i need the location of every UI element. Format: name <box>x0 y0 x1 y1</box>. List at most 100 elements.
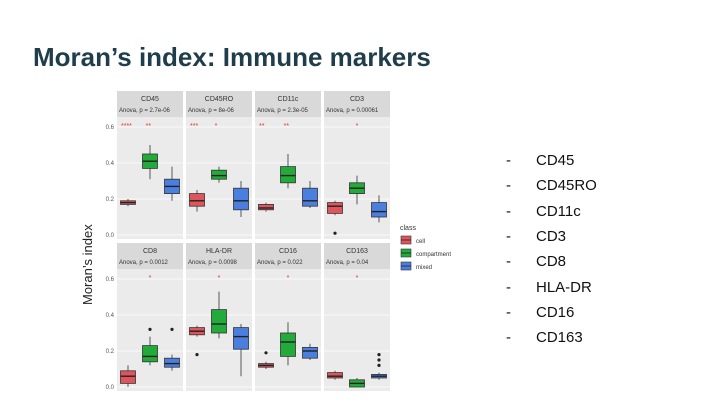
box-mixed <box>233 187 249 211</box>
box-compartment <box>211 169 227 180</box>
box-compartment <box>211 309 227 334</box>
marker-item: - CD163 <box>500 325 597 350</box>
significance-stars: * <box>215 123 218 130</box>
box-cell <box>120 370 136 384</box>
facet-title: CD163 <box>346 248 368 255</box>
box-cell <box>258 204 274 211</box>
facet-strip <box>324 243 390 269</box>
bullet-dash: - <box>506 228 511 246</box>
marker-item: - CD3 <box>500 224 597 249</box>
y-tick-label: 0.0 <box>106 385 115 391</box>
facet-anova-label: Anova, p = 0.0012 <box>119 260 169 266</box>
marker-label: CD8 <box>536 253 567 271</box>
facet-anova-label: Anova, p = 0.00061 <box>326 108 379 114</box>
facet-strip <box>186 243 252 269</box>
bullet-dash: - <box>506 202 511 220</box>
facet-strip <box>255 91 321 117</box>
y-tick-label: 0.6 <box>106 125 115 131</box>
outlier-point <box>170 327 174 331</box>
significance-stars: * <box>287 275 290 282</box>
significance-stars: * <box>149 275 152 282</box>
box-mixed <box>233 327 249 350</box>
bullet-dash: - <box>506 253 511 271</box>
facet-strip <box>186 91 252 117</box>
legend-entry-label: cell <box>416 239 425 245</box>
box-compartment <box>280 332 296 357</box>
facet-title: CD11c <box>278 96 299 103</box>
outlier-point <box>264 351 268 355</box>
outlier-point <box>195 353 199 357</box>
marker-label: CD45RO <box>536 177 597 195</box>
marker-item: - HLA-DR <box>500 274 597 299</box>
facet-title: CD45 <box>141 96 159 103</box>
box-compartment <box>142 345 158 363</box>
outlier-point <box>377 363 381 367</box>
facet-panel <box>324 269 390 391</box>
box-cell <box>189 193 205 207</box>
facet-title: CD16 <box>279 248 297 255</box>
facet-strip <box>117 91 183 117</box>
marker-item: - CD11c <box>500 199 597 224</box>
facet-title: CD3 <box>350 96 364 103</box>
significance-stars: * <box>356 275 359 282</box>
facet-strip <box>324 91 390 117</box>
significance-stars: **** <box>121 123 132 130</box>
bullet-dash: - <box>506 177 511 195</box>
outlier-point <box>377 358 381 362</box>
bullet-dash: - <box>506 278 511 296</box>
box-mixed <box>371 202 387 218</box>
outlier-point <box>148 327 152 331</box>
box-compartment <box>280 166 296 184</box>
facet-anova-label: Anova, p = 2.7e-06 <box>119 108 171 114</box>
y-tick-label: 0.2 <box>106 197 115 203</box>
y-tick-label: 0.4 <box>106 313 115 319</box>
outlier-point <box>377 353 381 357</box>
marker-label: CD163 <box>536 329 583 347</box>
marker-label: HLA-DR <box>536 278 592 296</box>
y-tick-label: 0.2 <box>106 349 115 355</box>
significance-stars: *** <box>190 123 198 130</box>
facet-anova-label: Anova, p = 0.022 <box>257 260 303 266</box>
marker-item: - CD16 <box>500 300 597 325</box>
marker-list: - CD45 - CD45RO - CD11c - CD3 - CD8 - HLA-DR -… <box>500 148 597 350</box>
box-mixed <box>302 346 318 359</box>
box-cell <box>327 202 343 214</box>
marker-label: CD11c <box>536 202 581 220</box>
facet-strip <box>255 243 321 269</box>
marker-label: CD45 <box>536 152 575 170</box>
slide-title: Moran’s index: Immune markers <box>33 42 431 72</box>
legend-title: class <box>400 225 416 232</box>
chart-legend: class cell compartment mixed <box>400 225 451 271</box>
outlier-point <box>333 231 337 235</box>
legend-entry-label: compartment <box>416 252 451 258</box>
marker-label: CD3 <box>536 228 567 246</box>
significance-stars: ** <box>146 123 152 130</box>
facet-title: HLA-DR <box>206 248 232 255</box>
bullet-dash: - <box>506 152 511 170</box>
box-mixed <box>302 187 318 207</box>
box-mixed <box>164 357 180 368</box>
marker-item: - CD45RO <box>500 173 597 198</box>
legend-entry-label: mixed <box>416 265 432 271</box>
marker-item: - CD8 <box>500 249 597 274</box>
y-tick-label: 0.6 <box>106 277 115 283</box>
significance-stars: * <box>218 275 221 282</box>
bullet-dash: - <box>506 329 511 347</box>
y-axis-label: Moran’s index <box>80 224 95 305</box>
bullet-dash: - <box>506 303 511 321</box>
facet-anova-label: Anova, p = 0.0098 <box>188 260 238 266</box>
facet-anova-label: Anova, p = 0.04 <box>326 260 369 266</box>
significance-stars: * <box>356 123 359 130</box>
marker-label: CD16 <box>536 303 575 321</box>
facet-title: CD45RO <box>205 96 234 103</box>
facet-anova-label: Anova, p = 8e-06 <box>188 108 235 114</box>
facet-strip <box>117 243 183 269</box>
facet-anova-label: Anova, p = 2.3e-05 <box>257 108 309 114</box>
y-tick-label: 0.0 <box>106 233 115 239</box>
facet-title: CD8 <box>143 248 157 255</box>
significance-stars: ** <box>259 123 265 130</box>
box-cell <box>327 372 343 379</box>
significance-stars: ** <box>284 123 290 130</box>
marker-item: - CD45 <box>500 148 597 173</box>
